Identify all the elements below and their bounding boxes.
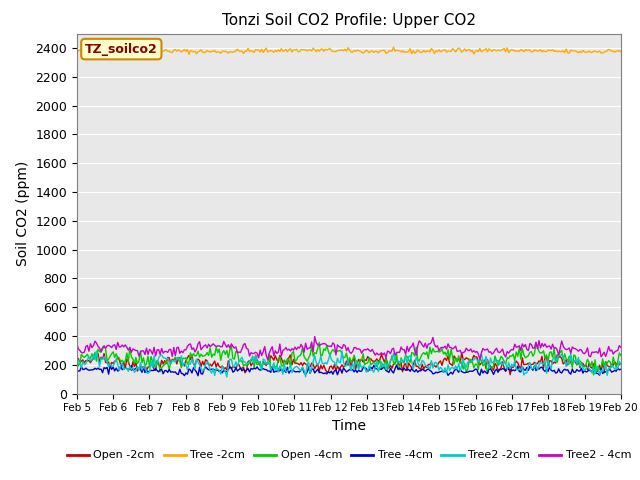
Legend: Open -2cm, Tree -2cm, Open -4cm, Tree -4cm, Tree2 -2cm, Tree2 - 4cm: Open -2cm, Tree -2cm, Open -4cm, Tree -4…: [62, 446, 636, 465]
X-axis label: Time: Time: [332, 419, 366, 433]
Y-axis label: Soil CO2 (ppm): Soil CO2 (ppm): [15, 161, 29, 266]
Text: TZ_soilco2: TZ_soilco2: [85, 43, 157, 56]
Title: Tonzi Soil CO2 Profile: Upper CO2: Tonzi Soil CO2 Profile: Upper CO2: [222, 13, 476, 28]
